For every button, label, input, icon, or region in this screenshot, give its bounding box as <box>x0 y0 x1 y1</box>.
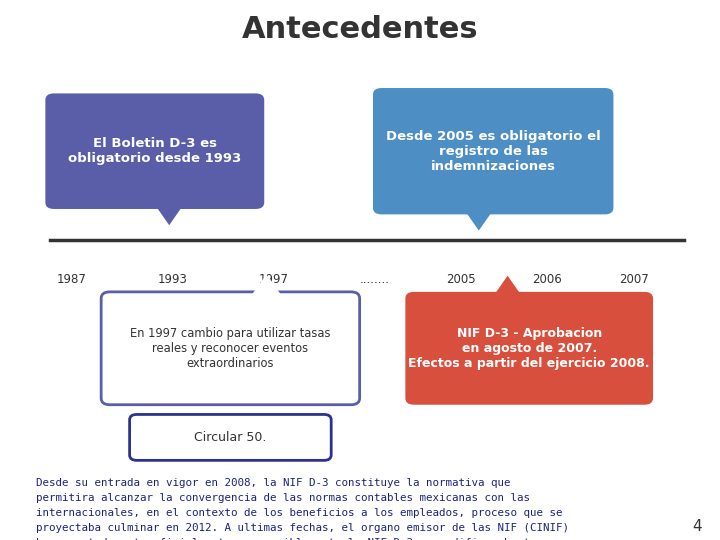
Text: 2007: 2007 <box>618 273 649 286</box>
FancyBboxPatch shape <box>130 415 331 460</box>
FancyBboxPatch shape <box>373 88 613 214</box>
Text: Desde 2005 es obligatorio el
registro de las
indemnizaciones: Desde 2005 es obligatorio el registro de… <box>386 130 600 173</box>
Polygon shape <box>249 275 284 298</box>
Polygon shape <box>492 275 523 298</box>
Text: 2005: 2005 <box>446 273 476 286</box>
Text: En 1997 cambio para utilizar tasas
reales y reconocer eventos
extraordinarios: En 1997 cambio para utilizar tasas reale… <box>130 327 330 370</box>
Polygon shape <box>463 208 495 231</box>
FancyBboxPatch shape <box>405 292 653 405</box>
Text: El Boletin D-3 es
obligatorio desde 1993: El Boletin D-3 es obligatorio desde 1993 <box>68 137 241 165</box>
Text: 4: 4 <box>693 518 702 534</box>
Text: 1993: 1993 <box>158 273 188 286</box>
Polygon shape <box>153 202 185 225</box>
Text: 1987: 1987 <box>57 273 87 286</box>
Text: 2006: 2006 <box>532 273 562 286</box>
Text: NIF D-3 - Aprobacion
en agosto de 2007.
Efectos a partir del ejercicio 2008.: NIF D-3 - Aprobacion en agosto de 2007. … <box>408 327 650 370</box>
FancyBboxPatch shape <box>101 292 360 405</box>
Text: proyectaba culminar en 2012. A ultimas fechas, el organo emisor de las NIF (CINI: proyectaba culminar en 2012. A ultimas f… <box>36 523 569 534</box>
FancyBboxPatch shape <box>45 93 264 209</box>
Text: ha comentado extraoficialmente que posiblemente la NIF D-3 se modifique hasta: ha comentado extraoficialmente que posib… <box>36 538 536 540</box>
Text: Desde su entrada en vigor en 2008, la NIF D-3 constituye la normativa que: Desde su entrada en vigor en 2008, la NI… <box>36 478 510 488</box>
Text: Antecedentes: Antecedentes <box>242 15 478 44</box>
Text: Circular 50.: Circular 50. <box>194 431 266 444</box>
Text: 1997: 1997 <box>258 273 289 286</box>
Text: internacionales, en el contexto de los beneficios a los empleados, proceso que s: internacionales, en el contexto de los b… <box>36 508 562 518</box>
Text: ........: ........ <box>359 273 390 286</box>
Text: permitira alcanzar la convergencia de las normas contables mexicanas con las: permitira alcanzar la convergencia de la… <box>36 493 530 503</box>
